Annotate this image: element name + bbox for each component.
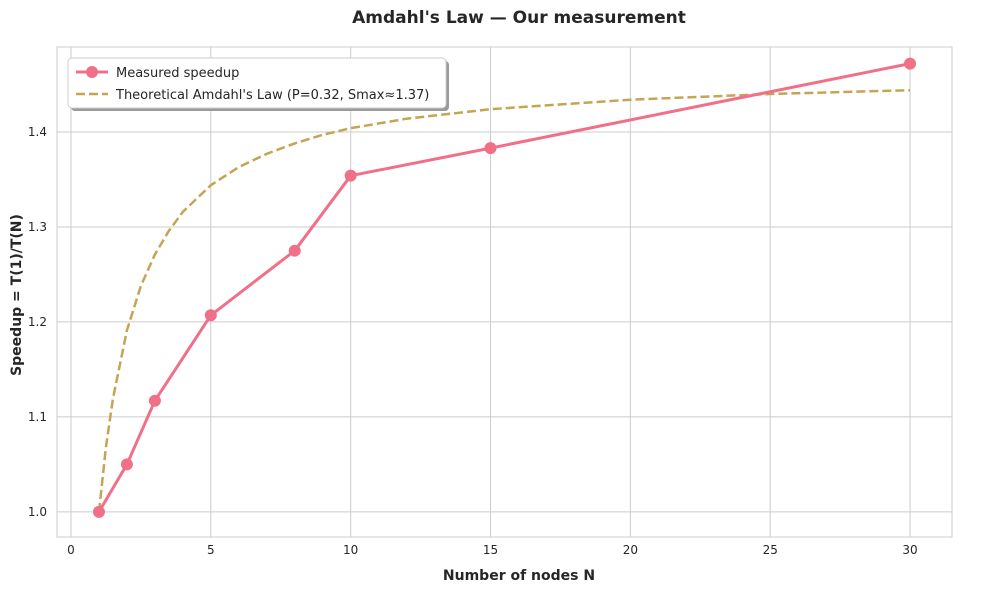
data-point-measured — [204, 309, 217, 322]
data-point-measured — [120, 458, 133, 471]
legend-label: Theoretical Amdahl's Law (P=0.32, Smax≈1… — [115, 88, 429, 103]
data-point-measured — [288, 244, 301, 257]
series-line-measured — [97, 62, 911, 513]
legend-box — [67, 57, 447, 109]
y-tick-label: 1.4 — [28, 125, 47, 139]
data-point-measured — [344, 169, 357, 182]
x-tick-label: 0 — [67, 543, 75, 557]
chart-title: Amdahl's Law — Our measurement — [352, 8, 686, 28]
data-point-measured — [904, 57, 917, 70]
tick-labels: 0 5 10 15 20 25 30 1.0 1.1 1.2 1.3 1.4 — [28, 125, 918, 557]
y-tick-label: 1.2 — [28, 315, 47, 329]
x-tick-label: 10 — [343, 543, 358, 557]
x-tick-label: 15 — [483, 543, 498, 557]
y-tick-label: 1.0 — [28, 505, 47, 519]
x-tick-label: 25 — [763, 543, 778, 557]
x-tick-label: 30 — [902, 543, 917, 557]
y-tick-label: 1.1 — [28, 410, 47, 424]
series-layer — [92, 57, 917, 518]
legend: Measured speedup Theoretical Amdahl's Law… — [67, 57, 449, 111]
series-line-theoretical — [97, 88, 911, 512]
y-axis-label: Speedup = T(1)/T(N) — [9, 214, 25, 376]
x-tick-label: 5 — [207, 543, 215, 557]
data-point-measured — [92, 505, 105, 518]
x-axis-label: Number of nodes N — [443, 568, 595, 584]
legend-label: Measured speedup — [116, 66, 239, 81]
plot-frame — [56, 46, 953, 538]
y-tick-label: 1.3 — [28, 220, 47, 234]
plot-area — [56, 46, 953, 538]
grid — [57, 47, 952, 537]
data-point-measured — [484, 142, 497, 155]
data-point-measured — [148, 394, 161, 407]
x-tick-label: 20 — [623, 543, 638, 557]
legend-marker-measured — [86, 66, 98, 78]
